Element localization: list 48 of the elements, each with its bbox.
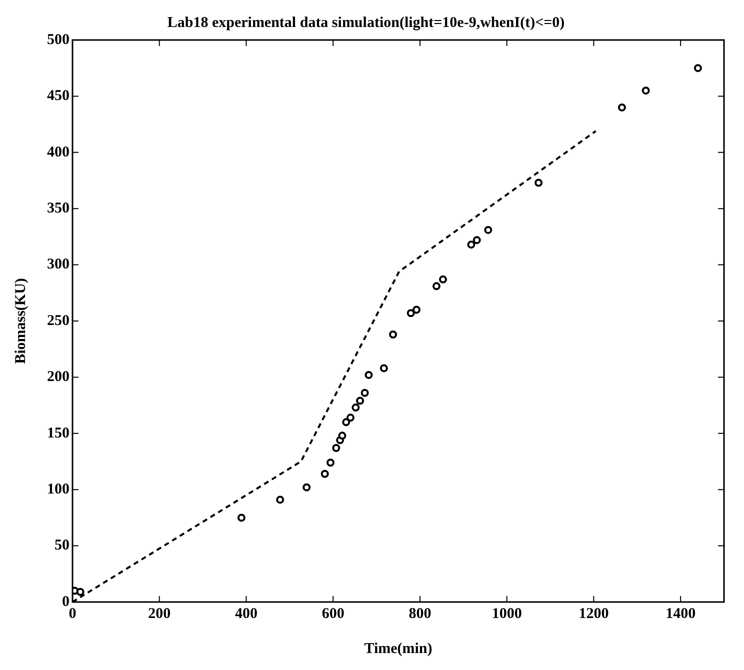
point — [346, 414, 354, 422]
x-axis-title: Time(min) — [364, 640, 432, 657]
y-tick-label: 200 — [47, 369, 70, 386]
y-tick-label: 400 — [47, 144, 70, 160]
point — [472, 236, 481, 244]
x-tick-label: 400 — [234, 606, 258, 622]
y-tick-label: 150 — [47, 425, 70, 442]
y-tick-label: 0 — [62, 594, 70, 610]
point — [389, 330, 398, 338]
point — [237, 514, 246, 522]
point — [320, 470, 329, 478]
x-tick-label: 1400 — [666, 606, 696, 622]
point — [642, 86, 650, 95]
point — [534, 178, 543, 187]
point — [438, 275, 447, 284]
x-tick-label: 200 — [148, 606, 171, 622]
x-tick-label: 800 — [408, 606, 432, 622]
y-tick-label: 350 — [47, 200, 70, 216]
point — [326, 458, 334, 467]
point — [406, 309, 415, 318]
y-tick-label: 450 — [47, 88, 70, 104]
point — [302, 483, 311, 492]
point — [412, 306, 420, 314]
point — [342, 418, 350, 426]
y-axis-title: Biomass(KU) — [12, 278, 29, 364]
point — [276, 496, 284, 504]
x-tick-label: 1000 — [492, 606, 522, 622]
point — [364, 370, 373, 379]
point — [467, 240, 476, 249]
y-tick-label: 500 — [47, 32, 70, 48]
point — [352, 404, 360, 412]
y-tick-label: 50 — [54, 538, 70, 554]
point — [694, 64, 702, 72]
point — [484, 226, 492, 234]
point — [356, 396, 364, 405]
point — [432, 282, 440, 290]
point — [338, 432, 346, 440]
point — [332, 444, 340, 452]
y-tick-label: 250 — [47, 312, 70, 329]
point — [618, 103, 626, 112]
chart-title: Lab18 experimental data simulation(light=10e-9,whenI(t)<=0) — [167, 14, 565, 31]
y-tick-label: 100 — [47, 481, 70, 498]
point — [380, 364, 388, 372]
point — [76, 588, 84, 596]
y-tick-label: 300 — [47, 256, 70, 273]
x-tick-label: 1200 — [578, 606, 609, 622]
x-tick-label: 600 — [322, 606, 344, 622]
point — [360, 388, 369, 397]
